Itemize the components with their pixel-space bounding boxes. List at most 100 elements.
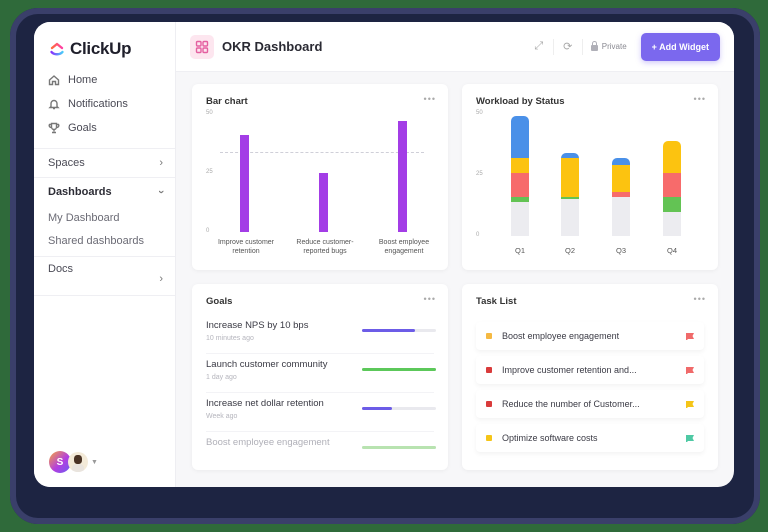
bar-segment-blue	[612, 157, 630, 166]
x-axis-label: Improve customer retention	[217, 239, 275, 255]
privacy-label: Private	[601, 42, 627, 51]
logo[interactable]: ClickUp	[34, 22, 175, 62]
add-widget-button[interactable]: + Add Widget	[640, 32, 720, 61]
x-axis-label: Boost employee engagement	[378, 239, 430, 255]
expand-icon[interactable]: ⤢	[534, 40, 544, 52]
x-axis-label: Reduce customer-reported bugs	[296, 239, 354, 255]
priority-flag-icon[interactable]	[686, 434, 694, 442]
priority-flag-icon[interactable]	[686, 366, 694, 374]
bar-segment-red	[612, 192, 630, 197]
goal-name: Increase NPS by 10 bps	[206, 320, 309, 331]
bar-chart: 50 25 0 Improve customer retention Reduce cu…	[206, 110, 436, 255]
bar-chart-widget: Bar chart ••• 50 25 0 Improve customer rete…	[192, 84, 448, 270]
task-item[interactable]: Boost employee engagement	[476, 322, 704, 350]
sidebar-item-label: Notifications	[68, 98, 128, 110]
task-name: Reduce the number of Customer...	[502, 399, 640, 409]
goal-name: Increase net dollar retention	[206, 398, 324, 409]
more-options-icon[interactable]: •••	[693, 94, 706, 104]
sidebar-item-goals[interactable]: Goals	[34, 116, 175, 140]
task-item[interactable]: Reduce the number of Customer...	[476, 390, 704, 418]
goal-timestamp: 1 day ago	[206, 374, 237, 381]
progress-fill	[362, 368, 436, 371]
goal-item[interactable]: Boost employee engagement	[206, 437, 436, 476]
divider	[34, 177, 175, 178]
target-line	[220, 151, 424, 153]
x-axis-label: Q3	[615, 246, 626, 255]
sidebar-item-home[interactable]: Home	[34, 68, 175, 92]
refresh-icon[interactable]: ⟳	[563, 41, 573, 53]
user-menu[interactable]: S ▼	[49, 451, 98, 473]
goal-item[interactable]: Increase NPS by 10 bps 10 minutes ago	[206, 320, 436, 359]
bar-segment-red	[663, 172, 681, 197]
divider	[206, 392, 434, 393]
stacked-bar[interactable]	[561, 153, 579, 236]
sidebar-item-dashboards[interactable]: Dashboards ›	[34, 178, 175, 206]
bar[interactable]	[240, 135, 249, 232]
sidebar-item-my-dashboard[interactable]: My Dashboard	[48, 211, 120, 224]
bar-segment-yellow	[612, 165, 630, 193]
bar-segment-gray	[612, 196, 630, 236]
bar[interactable]	[398, 121, 407, 232]
divider	[581, 38, 583, 55]
dashboards-label: Dashboards	[48, 186, 112, 198]
chevron-right-icon: ›	[159, 157, 163, 169]
status-icon[interactable]	[486, 401, 492, 407]
bar-segment-blue	[561, 153, 579, 158]
privacy-toggle[interactable]: Private	[590, 41, 627, 51]
widget-title: Workload by Status	[476, 96, 565, 107]
task-name: Boost employee engagement	[502, 331, 620, 341]
y-axis-tick: 25	[206, 169, 213, 175]
avatar-photo	[68, 452, 88, 472]
caret-down-icon: ▼	[91, 458, 98, 466]
widget-grid: Bar chart ••• 50 25 0 Improve customer rete…	[176, 72, 734, 487]
sidebar-item-spaces[interactable]: Spaces ›	[34, 149, 175, 177]
stacked-bar[interactable]	[511, 116, 529, 236]
spaces-label: Spaces	[48, 157, 85, 169]
task-item[interactable]: Optimize software costs	[476, 424, 704, 452]
bar-segment-gray	[561, 199, 579, 236]
goal-item[interactable]: Increase net dollar retention Week ago	[206, 398, 436, 437]
trophy-icon	[48, 122, 60, 134]
more-options-icon[interactable]: •••	[423, 294, 436, 304]
bar-segment-green	[561, 196, 579, 200]
goal-progress-bar	[362, 329, 436, 332]
status-icon[interactable]	[486, 333, 492, 339]
app-name: ClickUp	[70, 39, 132, 58]
y-axis-tick: 50	[476, 110, 483, 116]
status-icon[interactable]	[486, 435, 492, 441]
dashboard-icon	[190, 34, 214, 59]
divider	[206, 431, 434, 432]
more-options-icon[interactable]: •••	[423, 94, 436, 104]
sidebar-item-notifications[interactable]: Notifications	[34, 92, 175, 116]
progress-fill	[362, 407, 392, 410]
more-options-icon[interactable]: •••	[693, 294, 706, 304]
bar-segment-blue	[511, 116, 529, 158]
header: OKR Dashboard ⤢ ⟳ Private + Add Widget	[176, 22, 734, 72]
bell-icon	[48, 99, 60, 110]
y-axis-tick: 0	[206, 228, 210, 234]
task-item[interactable]: Improve customer retention and...	[476, 356, 704, 384]
sidebar-item-docs[interactable]: Docs ›	[34, 257, 175, 295]
bar[interactable]	[319, 173, 328, 232]
sidebar-item-shared-dashboards[interactable]: Shared dashboards	[48, 234, 145, 247]
x-axis-label: Q1	[514, 246, 525, 255]
stacked-bar[interactable]	[612, 157, 630, 236]
status-icon[interactable]	[486, 367, 492, 373]
priority-flag-icon[interactable]	[686, 400, 694, 408]
divider	[34, 295, 175, 296]
bar-segment-yellow	[561, 157, 579, 197]
docs-label: Docs	[48, 263, 74, 275]
sidebar: ClickUp Home Notifications Goals Spaces …	[34, 22, 176, 487]
priority-flag-icon[interactable]	[686, 332, 694, 340]
stacked-bar[interactable]	[663, 140, 681, 236]
bar-segment-red	[511, 172, 529, 197]
bar-segment-yellow	[663, 140, 681, 173]
goal-timestamp: Week ago	[206, 413, 238, 420]
divider	[206, 353, 434, 354]
divider	[552, 38, 554, 55]
bar-segment-yellow	[511, 157, 529, 173]
avatar: S	[49, 451, 71, 473]
chevron-right-icon: ›	[159, 273, 163, 285]
sidebar-item-label: Home	[68, 74, 98, 86]
goal-item[interactable]: Launch customer community 1 day ago	[206, 359, 436, 398]
